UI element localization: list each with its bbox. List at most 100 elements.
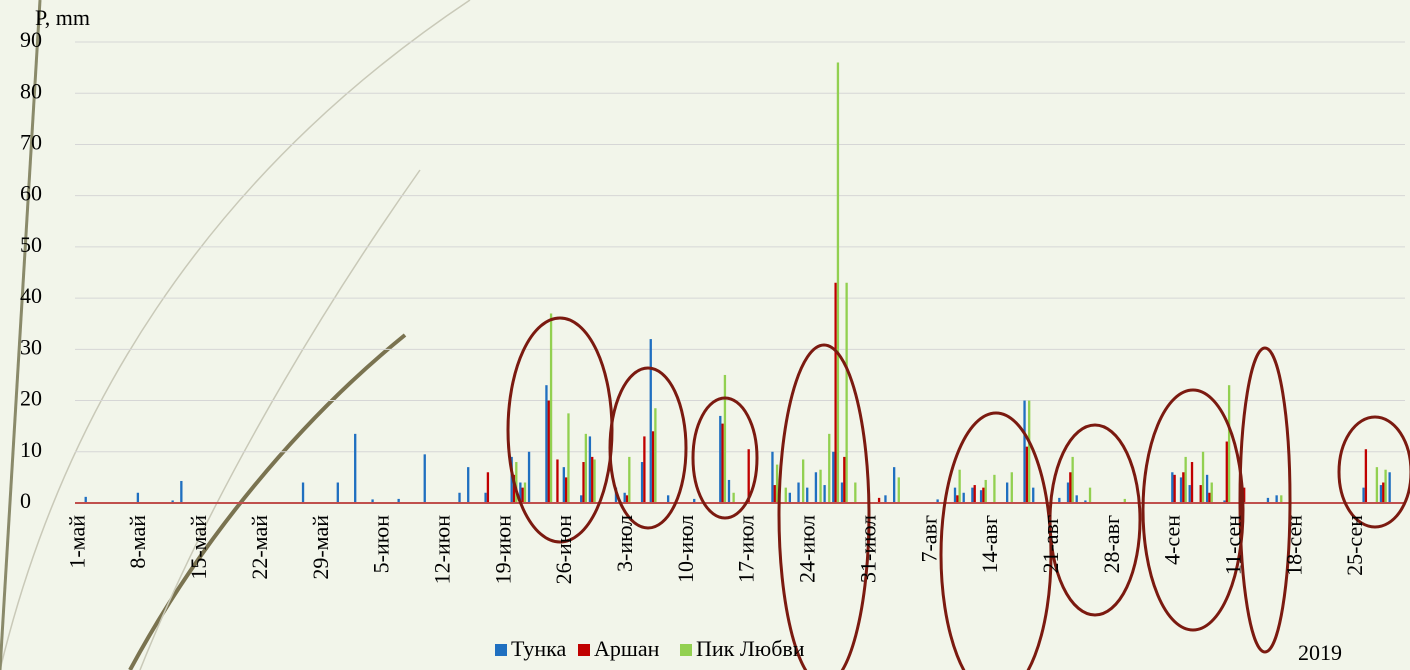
bar bbox=[843, 457, 845, 503]
bar bbox=[1380, 485, 1382, 503]
x-tick-label: 18-сен bbox=[1281, 515, 1306, 576]
x-tick-label: 22-май bbox=[247, 515, 272, 580]
y-tick-label: 10 bbox=[20, 437, 42, 462]
bar bbox=[1202, 452, 1204, 503]
bar bbox=[837, 62, 839, 503]
bar bbox=[487, 472, 489, 503]
x-tick-label: 25-сен bbox=[1342, 515, 1367, 576]
bar bbox=[815, 472, 817, 503]
x-tick-label: 4-сен bbox=[1160, 515, 1185, 565]
bar bbox=[652, 431, 654, 503]
bar bbox=[467, 467, 469, 503]
x-tick-label: 26-июн bbox=[551, 515, 576, 585]
y-tick-label: 30 bbox=[20, 334, 42, 359]
background bbox=[0, 0, 1410, 670]
bar bbox=[628, 457, 630, 503]
bar bbox=[302, 483, 304, 503]
x-tick-label: 12-июн bbox=[429, 515, 454, 585]
bar bbox=[591, 457, 593, 503]
bar bbox=[563, 467, 565, 503]
bar bbox=[643, 436, 645, 503]
y-axis-label: P, mm bbox=[35, 5, 90, 30]
bar bbox=[898, 477, 900, 503]
bar bbox=[958, 470, 960, 503]
bar bbox=[1191, 462, 1193, 503]
legend-swatch bbox=[495, 644, 507, 656]
bar bbox=[528, 452, 530, 503]
bar bbox=[1226, 442, 1228, 503]
bar bbox=[624, 493, 626, 503]
bar bbox=[993, 475, 995, 503]
bar bbox=[845, 283, 847, 503]
bar bbox=[137, 493, 139, 503]
bar bbox=[854, 483, 856, 503]
x-tick-label: 15-май bbox=[186, 515, 211, 580]
x-tick-label: 29-май bbox=[308, 515, 333, 580]
bar bbox=[1384, 470, 1386, 503]
bar bbox=[1182, 472, 1184, 503]
bar bbox=[589, 436, 591, 503]
bar bbox=[667, 495, 669, 503]
bar bbox=[721, 424, 723, 503]
bar bbox=[1189, 485, 1191, 503]
annotation: 2019 bbox=[1298, 640, 1342, 665]
bar bbox=[1069, 472, 1071, 503]
legend-label: Тунка bbox=[511, 636, 566, 661]
bar bbox=[484, 493, 486, 503]
bar bbox=[556, 459, 558, 503]
bar bbox=[1011, 472, 1013, 503]
bar bbox=[974, 485, 976, 503]
bar bbox=[1206, 475, 1208, 503]
bar bbox=[585, 434, 587, 503]
bar bbox=[1228, 385, 1230, 503]
bar bbox=[580, 495, 582, 503]
bar bbox=[789, 493, 791, 503]
bar bbox=[593, 459, 595, 503]
bar bbox=[893, 467, 895, 503]
bar bbox=[728, 480, 730, 503]
y-tick-label: 0 bbox=[20, 488, 31, 513]
bar bbox=[771, 452, 773, 503]
bar bbox=[1173, 475, 1175, 503]
legend-swatch bbox=[680, 644, 692, 656]
bar bbox=[1184, 457, 1186, 503]
bar bbox=[956, 495, 958, 503]
bar bbox=[1180, 477, 1182, 503]
bar bbox=[806, 488, 808, 503]
legend-swatch bbox=[578, 644, 590, 656]
bar bbox=[1280, 495, 1282, 503]
bar bbox=[719, 416, 721, 503]
bar bbox=[524, 483, 526, 503]
page: P, mm 2019 01020304050607080901-май8-май… bbox=[0, 0, 1410, 670]
bar bbox=[582, 462, 584, 503]
bar bbox=[834, 283, 836, 503]
x-tick-label: 1-май bbox=[64, 515, 89, 569]
bar bbox=[522, 488, 524, 503]
bar bbox=[1362, 488, 1364, 503]
bar bbox=[828, 434, 830, 503]
bar bbox=[548, 401, 550, 503]
bar bbox=[982, 488, 984, 503]
y-tick-label: 40 bbox=[20, 283, 42, 308]
bar bbox=[785, 488, 787, 503]
bar bbox=[567, 413, 569, 503]
x-tick-label: 8-май bbox=[125, 515, 150, 569]
y-tick-label: 50 bbox=[20, 232, 42, 257]
bar bbox=[180, 481, 182, 503]
bar bbox=[1275, 495, 1277, 503]
y-tick-label: 80 bbox=[20, 78, 42, 103]
x-tick-label: 5-июн bbox=[369, 515, 394, 574]
legend-label: Аршан bbox=[594, 636, 660, 661]
x-tick-label: 14-авг bbox=[977, 515, 1002, 574]
x-tick-label: 21-авг bbox=[1038, 515, 1063, 574]
bar bbox=[650, 339, 652, 503]
bar bbox=[654, 408, 656, 503]
bar bbox=[1365, 449, 1367, 503]
bar bbox=[819, 470, 821, 503]
x-tick-label: 31-июл bbox=[855, 515, 880, 583]
y-tick-label: 20 bbox=[20, 386, 42, 411]
bar bbox=[1023, 401, 1025, 503]
bar bbox=[774, 485, 776, 503]
bar bbox=[458, 493, 460, 503]
x-tick-label: 10-июл bbox=[673, 515, 698, 583]
